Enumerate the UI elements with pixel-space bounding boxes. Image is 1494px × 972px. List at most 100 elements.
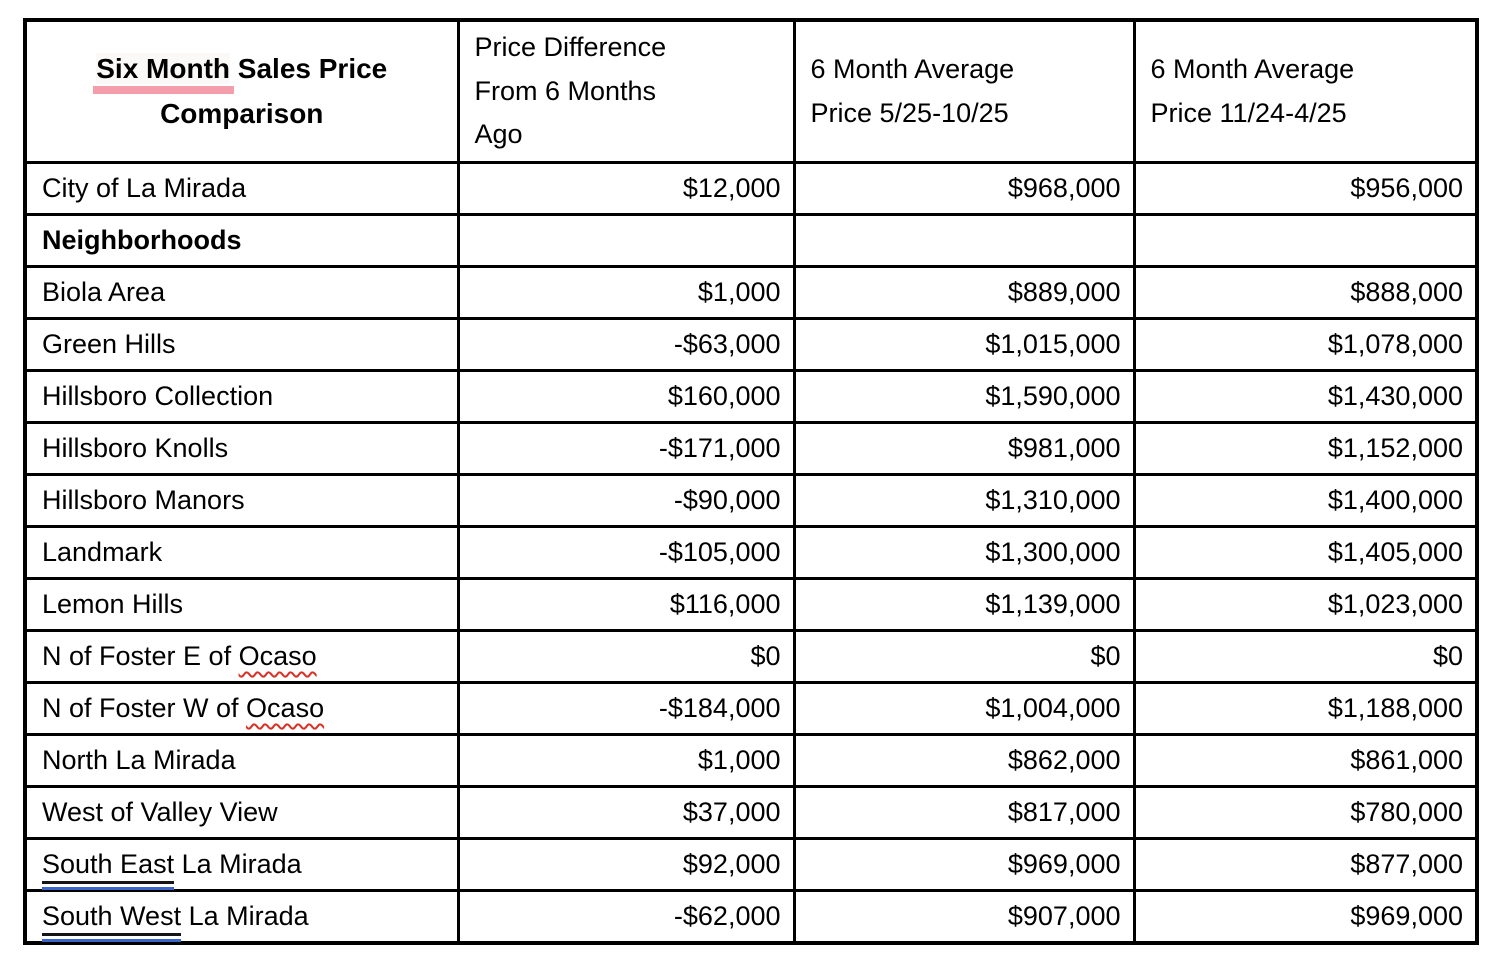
label-text: Landmark bbox=[42, 537, 163, 568]
misspelled-word: Ocaso bbox=[246, 693, 325, 724]
label-text: Lemon Hills bbox=[42, 589, 184, 620]
value-cell: $0 bbox=[1132, 629, 1479, 685]
value-cell: -$105,000 bbox=[456, 525, 796, 581]
value-cell: $92,000 bbox=[456, 837, 796, 893]
value-cell: $1,590,000 bbox=[792, 369, 1136, 425]
header-line: Price 11/24-4/25 bbox=[1150, 97, 1347, 128]
sales-price-comparison-table: Six Month Sales Price Comparison Price D… bbox=[23, 18, 1479, 945]
value-cell: $1,004,000 bbox=[792, 681, 1136, 737]
label-text: City of La Mirada bbox=[42, 173, 247, 204]
header-line: 6 Month Average bbox=[810, 53, 1015, 84]
header-line: 6 Month Average bbox=[1150, 53, 1355, 84]
neighborhood-label-cell: Hillsboro Knolls bbox=[23, 421, 460, 477]
label-text: Hillsboro Collection bbox=[42, 381, 274, 412]
table-row: South East La Mirada $92,000 $969,000 $877,… bbox=[23, 837, 1479, 893]
label-text: N of Foster E of bbox=[42, 641, 239, 672]
grammar-flagged-text: South West bbox=[42, 900, 182, 931]
header-line: From 6 Months bbox=[474, 75, 657, 106]
value-cell: $1,015,000 bbox=[792, 317, 1136, 373]
label-text: La Mirada bbox=[181, 900, 309, 931]
value-cell bbox=[1132, 213, 1479, 269]
value-cell: $1,405,000 bbox=[1132, 525, 1479, 581]
value-cell: -$90,000 bbox=[456, 473, 796, 529]
neighborhood-label-cell: Hillsboro Collection bbox=[23, 369, 460, 425]
value-cell: $817,000 bbox=[792, 785, 1136, 841]
neighborhood-label-cell: N of Foster W of Ocaso bbox=[23, 681, 460, 737]
column-header-avg-recent: 6 Month Average Price 5/25-10/25 bbox=[792, 18, 1136, 165]
value-cell: $969,000 bbox=[792, 837, 1136, 893]
label-text: La Mirada bbox=[174, 849, 302, 880]
grammar-flagged-text: South East bbox=[42, 849, 175, 880]
neighborhood-label-cell: Landmark bbox=[23, 525, 460, 581]
value-cell bbox=[792, 213, 1136, 269]
label-text: North La Mirada bbox=[42, 745, 236, 776]
label-text: Hillsboro Manors bbox=[42, 485, 245, 516]
value-cell: $1,000 bbox=[456, 733, 796, 789]
value-cell: -$171,000 bbox=[456, 421, 796, 477]
column-header-price-difference: Price Difference From 6 Months Ago bbox=[456, 18, 796, 165]
value-cell: $780,000 bbox=[1132, 785, 1479, 841]
neighborhood-label-cell: South West La Mirada bbox=[23, 889, 460, 945]
table-row: Hillsboro Collection $160,000 $1,590,000 $1… bbox=[23, 369, 1479, 425]
value-cell: $877,000 bbox=[1132, 837, 1479, 893]
header-row: Six Month Sales Price Comparison Price D… bbox=[23, 18, 1479, 165]
neighborhood-label-cell: Hillsboro Manors bbox=[23, 473, 460, 529]
misspelled-word: Ocaso bbox=[238, 641, 317, 672]
neighborhood-label-cell: Neighborhoods bbox=[23, 213, 460, 269]
value-cell: $1,400,000 bbox=[1132, 473, 1479, 529]
value-cell: $1,078,000 bbox=[1132, 317, 1479, 373]
table-row: Lemon Hills $116,000 $1,139,000 $1,023,000 bbox=[23, 577, 1479, 633]
value-cell: $907,000 bbox=[792, 889, 1136, 945]
header-line: Price Difference bbox=[474, 32, 667, 62]
label-text: West of Valley View bbox=[42, 797, 278, 828]
title-rest-text: Sales Price bbox=[230, 52, 388, 84]
value-cell: $889,000 bbox=[792, 265, 1136, 321]
neighborhood-label-cell: City of La Mirada bbox=[23, 161, 460, 217]
value-cell: $1,310,000 bbox=[792, 473, 1136, 529]
value-cell: $956,000 bbox=[1132, 161, 1479, 217]
neighborhood-label-cell: N of Foster E of Ocaso bbox=[23, 629, 460, 685]
value-cell: $861,000 bbox=[1132, 733, 1479, 789]
value-cell: $968,000 bbox=[792, 161, 1136, 217]
value-cell: $1,300,000 bbox=[792, 525, 1136, 581]
value-cell bbox=[456, 213, 796, 269]
table-title-cell: Six Month Sales Price Comparison bbox=[23, 18, 460, 165]
label-text: Neighborhoods bbox=[42, 225, 242, 256]
table-row: South West La Mirada -$62,000 $907,000 $969… bbox=[23, 889, 1479, 945]
table-row: N of Foster W of Ocaso -$184,000 $1,004,00… bbox=[23, 681, 1479, 737]
value-cell: $981,000 bbox=[792, 421, 1136, 477]
table-row: North La Mirada $1,000 $862,000 $861,000 bbox=[23, 733, 1479, 789]
value-cell: $1,023,000 bbox=[1132, 577, 1479, 633]
header-line: Price 5/25-10/25 bbox=[810, 97, 1009, 128]
table-row: West of Valley View $37,000 $817,000 $780,0… bbox=[23, 785, 1479, 841]
neighborhood-label-cell: North La Mirada bbox=[23, 733, 460, 789]
value-cell: -$62,000 bbox=[456, 889, 796, 945]
neighborhood-label-cell: Biola Area bbox=[23, 265, 460, 321]
value-cell: $1,139,000 bbox=[792, 577, 1136, 633]
table-row: Hillsboro Manors -$90,000 $1,310,000 $1,400… bbox=[23, 473, 1479, 529]
table-row: Biola Area $1,000 $889,000 $888,000 bbox=[23, 265, 1479, 321]
value-cell: $888,000 bbox=[1132, 265, 1479, 321]
value-cell: $37,000 bbox=[456, 785, 796, 841]
neighborhood-label-cell: Green Hills bbox=[23, 317, 460, 373]
label-text: Green Hills bbox=[42, 329, 176, 360]
neighborhood-label-cell: South East La Mirada bbox=[23, 837, 460, 893]
neighborhood-label-cell: West of Valley View bbox=[23, 785, 460, 841]
label-text: Biola Area bbox=[42, 277, 166, 308]
table-title-line1: Six Month Sales Price bbox=[35, 47, 449, 92]
label-text: Hillsboro Knolls bbox=[42, 433, 229, 464]
neighborhood-label-cell: Lemon Hills bbox=[23, 577, 460, 633]
table-row: Green Hills -$63,000 $1,015,000 $1,078,000 bbox=[23, 317, 1479, 373]
table-title-line2: Comparison bbox=[160, 97, 324, 129]
value-cell: -$184,000 bbox=[456, 681, 796, 737]
value-cell: $1,000 bbox=[456, 265, 796, 321]
label-text: N of Foster W of bbox=[42, 693, 247, 724]
column-header-avg-prior: 6 Month Average Price 11/24-4/25 bbox=[1132, 18, 1479, 165]
table-row: Landmark -$105,000 $1,300,000 $1,405,000 bbox=[23, 525, 1479, 581]
value-cell: $1,152,000 bbox=[1132, 421, 1479, 477]
value-cell: $0 bbox=[456, 629, 796, 685]
value-cell: $12,000 bbox=[456, 161, 796, 217]
value-cell: $160,000 bbox=[456, 369, 796, 425]
value-cell: $116,000 bbox=[456, 577, 796, 633]
